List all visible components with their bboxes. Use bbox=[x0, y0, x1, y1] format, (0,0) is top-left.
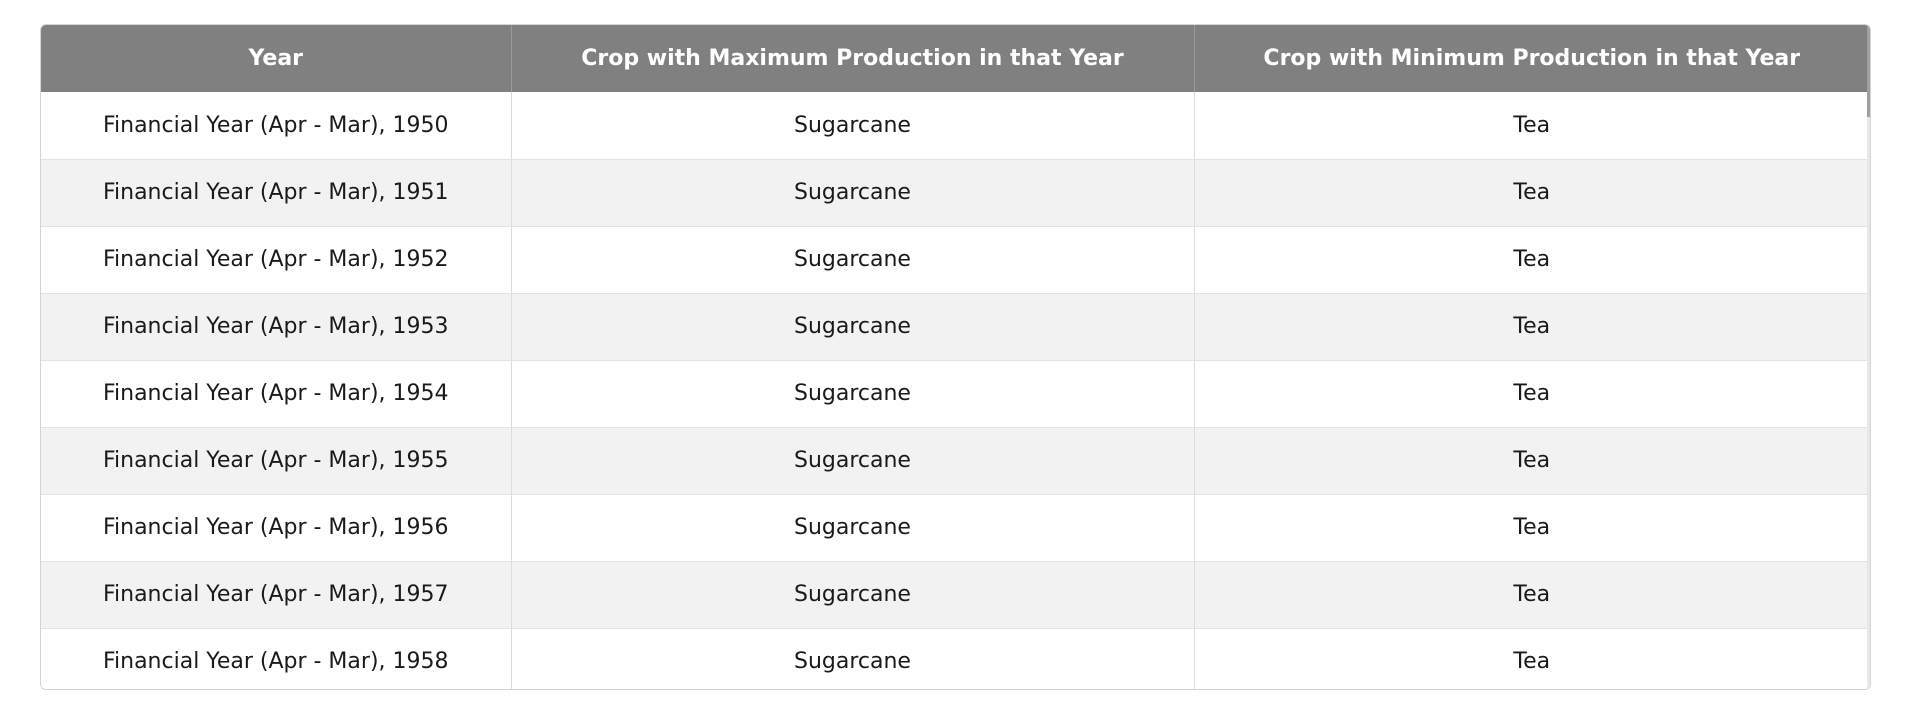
cell-year: Financial Year (Apr - Mar), 1955 bbox=[41, 427, 512, 495]
cell-min-crop: Tea bbox=[1194, 226, 1869, 294]
cell-year: Financial Year (Apr - Mar), 1957 bbox=[41, 561, 512, 629]
cell-max-crop: Sugarcane bbox=[511, 360, 1195, 428]
cell-min-crop: Tea bbox=[1194, 360, 1869, 428]
cell-year: Financial Year (Apr - Mar), 1952 bbox=[41, 226, 512, 294]
header-row: Year Crop with Maximum Production in tha… bbox=[41, 25, 1869, 92]
cell-min-crop: Tea bbox=[1194, 427, 1869, 495]
cell-max-crop: Sugarcane bbox=[511, 494, 1195, 562]
cell-year: Financial Year (Apr - Mar), 1954 bbox=[41, 360, 512, 428]
table-row: Financial Year (Apr - Mar), 1958 Sugarca… bbox=[41, 628, 1869, 689]
table-scroll-area[interactable]: Year Crop with Maximum Production in tha… bbox=[41, 25, 1869, 689]
cell-min-crop: Tea bbox=[1194, 92, 1869, 160]
scrollbar-thumb[interactable] bbox=[1867, 25, 1870, 117]
cell-max-crop: Sugarcane bbox=[511, 293, 1195, 361]
table-row: Financial Year (Apr - Mar), 1955 Sugarca… bbox=[41, 427, 1869, 495]
cell-max-crop: Sugarcane bbox=[511, 561, 1195, 629]
cell-min-crop: Tea bbox=[1194, 628, 1869, 689]
cell-min-crop: Tea bbox=[1194, 293, 1869, 361]
table-row: Financial Year (Apr - Mar), 1951 Sugarca… bbox=[41, 159, 1869, 227]
column-header-min-crop[interactable]: Crop with Minimum Production in that Yea… bbox=[1194, 25, 1869, 92]
cell-max-crop: Sugarcane bbox=[511, 427, 1195, 495]
table-row: Financial Year (Apr - Mar), 1954 Sugarca… bbox=[41, 360, 1869, 428]
cell-year: Financial Year (Apr - Mar), 1951 bbox=[41, 159, 512, 227]
table-row: Financial Year (Apr - Mar), 1952 Sugarca… bbox=[41, 226, 1869, 294]
table-row: Financial Year (Apr - Mar), 1956 Sugarca… bbox=[41, 494, 1869, 562]
table-header: Year Crop with Maximum Production in tha… bbox=[41, 25, 1869, 92]
cell-min-crop: Tea bbox=[1194, 494, 1869, 562]
cell-max-crop: Sugarcane bbox=[511, 159, 1195, 227]
cell-min-crop: Tea bbox=[1194, 159, 1869, 227]
column-header-year[interactable]: Year bbox=[41, 25, 512, 92]
cell-max-crop: Sugarcane bbox=[511, 226, 1195, 294]
cell-min-crop: Tea bbox=[1194, 561, 1869, 629]
cell-year: Financial Year (Apr - Mar), 1958 bbox=[41, 628, 512, 689]
vertical-scrollbar[interactable] bbox=[1867, 25, 1870, 689]
cell-year: Financial Year (Apr - Mar), 1950 bbox=[41, 92, 512, 160]
table-row: Financial Year (Apr - Mar), 1950 Sugarca… bbox=[41, 92, 1869, 160]
table-body: Financial Year (Apr - Mar), 1950 Sugarca… bbox=[41, 92, 1869, 689]
cell-year: Financial Year (Apr - Mar), 1956 bbox=[41, 494, 512, 562]
table-row: Financial Year (Apr - Mar), 1953 Sugarca… bbox=[41, 293, 1869, 361]
data-table-container: Year Crop with Maximum Production in tha… bbox=[40, 24, 1871, 690]
column-header-max-crop[interactable]: Crop with Maximum Production in that Yea… bbox=[511, 25, 1195, 92]
cell-max-crop: Sugarcane bbox=[511, 628, 1195, 689]
cell-max-crop: Sugarcane bbox=[511, 92, 1195, 160]
table-row: Financial Year (Apr - Mar), 1957 Sugarca… bbox=[41, 561, 1869, 629]
cell-year: Financial Year (Apr - Mar), 1953 bbox=[41, 293, 512, 361]
crop-production-table: Year Crop with Maximum Production in tha… bbox=[41, 25, 1869, 689]
